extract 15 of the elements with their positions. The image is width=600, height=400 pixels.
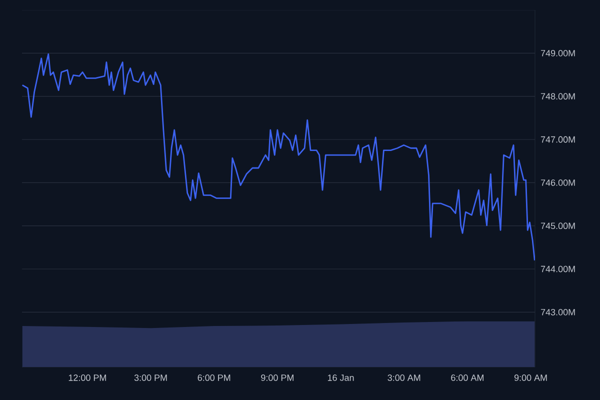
x-tick-label: 9:00 AM [514,374,547,381]
y-tick-label: 744.00M [540,266,575,272]
y-tick-label: 749.00M [540,50,575,56]
y-tick-label: 747.00M [540,136,575,143]
y-tick-label: 748.00M [540,93,575,100]
x-tick-label: 6:00 AM [451,374,484,381]
x-tick-label: 6:00 PM [198,374,230,381]
x-tick-label: 3:00 AM [388,374,420,381]
y-tick-label: 745.00M [540,222,575,230]
y-tick-label: 743.00M [540,308,575,316]
x-tick-label: 16 Jan [328,374,354,381]
x-tick-label: 12:00 PM [68,374,106,381]
x-tick-label: 3:00 PM [134,374,167,381]
y-tick-label: 746.00M [540,179,575,186]
x-tick-label: 9:00 PM [261,374,294,381]
